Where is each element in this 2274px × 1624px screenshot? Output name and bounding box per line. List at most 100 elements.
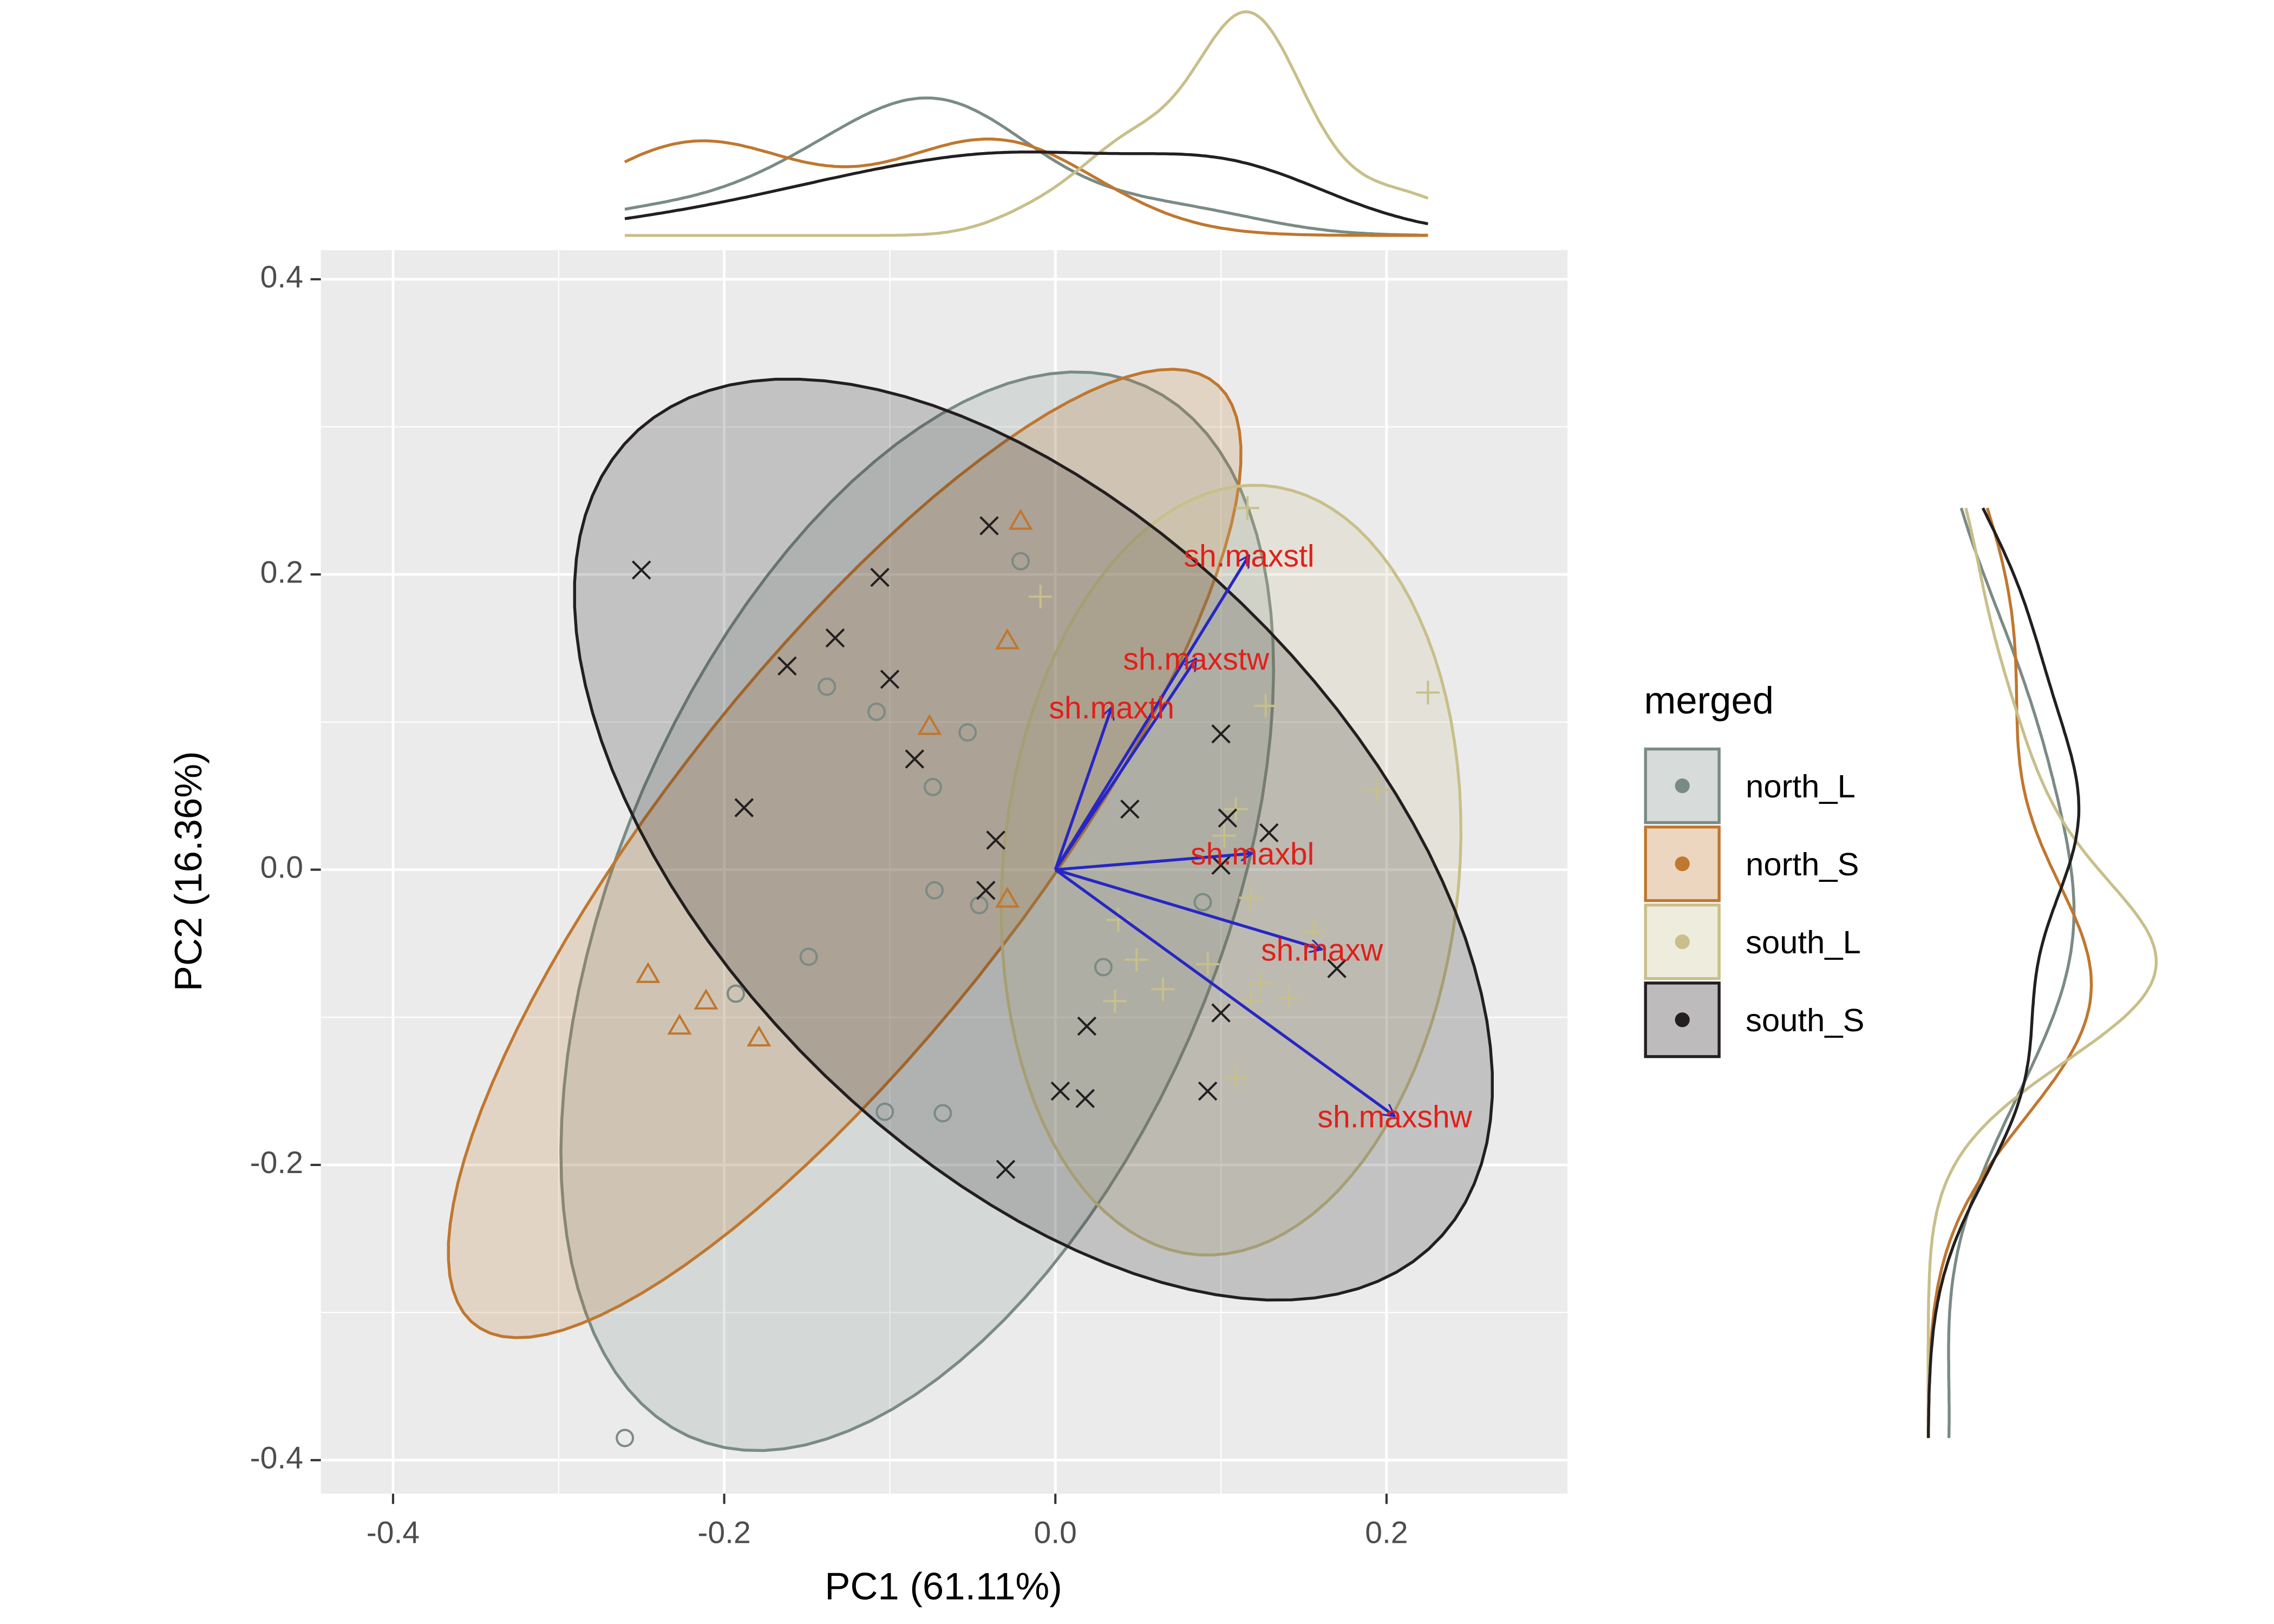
point xyxy=(1218,808,1238,828)
density-curve xyxy=(624,150,1429,226)
point xyxy=(825,628,845,648)
legend-label: south_L xyxy=(1746,924,1861,960)
density-curve xyxy=(624,10,1429,237)
y-tick-label: 0.4 xyxy=(260,260,303,294)
y-tick-label: 0.0 xyxy=(260,850,303,885)
point xyxy=(799,947,818,966)
loading-arrow xyxy=(1055,868,1322,949)
point xyxy=(1211,1003,1231,1023)
density-curve xyxy=(1926,507,2093,1438)
legend-dot xyxy=(1675,856,1690,872)
point xyxy=(1259,823,1279,843)
loading-label: sh.maxbl xyxy=(1191,837,1314,872)
loading-arrow xyxy=(1054,868,1395,1118)
point xyxy=(1151,977,1175,1001)
point xyxy=(1094,958,1113,977)
density-curve xyxy=(1926,507,2158,1438)
point xyxy=(1253,694,1278,718)
y-tick-label: -0.4 xyxy=(250,1440,303,1475)
point xyxy=(923,777,942,796)
point xyxy=(870,567,890,587)
loading-label: sh.maxstw xyxy=(1123,642,1269,677)
point xyxy=(818,677,837,696)
point xyxy=(1195,952,1220,976)
point xyxy=(1239,886,1263,910)
x-tick-label: 0.2 xyxy=(1365,1515,1408,1550)
point xyxy=(1211,724,1231,744)
confidence-ellipse xyxy=(999,483,1463,1257)
point xyxy=(979,516,999,535)
point xyxy=(1224,1066,1248,1090)
loading-arrow xyxy=(1054,555,1251,871)
point xyxy=(1249,971,1273,996)
legend-dot xyxy=(1675,934,1690,949)
point xyxy=(747,1025,772,1047)
x-tick-label: -0.4 xyxy=(367,1515,420,1550)
point xyxy=(1193,893,1212,912)
point xyxy=(1277,986,1301,1010)
point xyxy=(667,1013,692,1035)
point xyxy=(1239,989,1263,1013)
point xyxy=(905,749,925,769)
point xyxy=(616,1429,635,1448)
point xyxy=(1327,959,1347,979)
point xyxy=(996,1160,1016,1179)
density-curve xyxy=(624,96,1428,237)
x-tick-label: 0.0 xyxy=(1034,1515,1077,1550)
density-curve xyxy=(1947,507,2076,1438)
point xyxy=(1120,800,1140,819)
point xyxy=(925,881,944,900)
point xyxy=(1050,1081,1070,1101)
y-tick-label: 0.2 xyxy=(260,555,303,590)
loading-arrow xyxy=(1054,708,1112,870)
point xyxy=(1211,855,1231,875)
point xyxy=(976,881,996,900)
legend-dot xyxy=(1675,1012,1690,1027)
y-tick-label: -0.2 xyxy=(250,1145,303,1180)
point xyxy=(867,702,886,721)
density-curve xyxy=(624,137,1428,237)
density-curve xyxy=(1926,507,2081,1438)
point xyxy=(875,1102,894,1121)
point xyxy=(1103,989,1127,1013)
loading-arrow xyxy=(1055,854,1252,872)
legend-title: merged xyxy=(1644,679,1774,722)
point xyxy=(636,962,661,983)
legend-label: north_S xyxy=(1746,846,1859,882)
point xyxy=(734,798,754,817)
legend-label: south_S xyxy=(1746,1002,1864,1038)
confidence-ellipse xyxy=(559,370,1275,1452)
legend-label: north_L xyxy=(1746,768,1855,804)
point xyxy=(1364,778,1389,802)
y-axis-title: PC2 (16.36%) xyxy=(167,751,210,991)
point xyxy=(1075,1089,1095,1109)
point xyxy=(1011,552,1030,571)
confidence-ellipse xyxy=(573,377,1494,1302)
point xyxy=(1198,1081,1218,1101)
loading-label: sh.maxw xyxy=(1261,933,1383,967)
point xyxy=(958,723,977,742)
point xyxy=(1028,585,1053,608)
point xyxy=(777,656,797,676)
loading-arrow xyxy=(1054,659,1198,871)
point xyxy=(1416,680,1440,705)
point xyxy=(917,714,942,735)
point xyxy=(1125,948,1148,972)
point xyxy=(995,628,1020,650)
x-axis-title: PC1 (61.11%) xyxy=(825,1565,1062,1608)
point xyxy=(986,830,1005,850)
plot-panel xyxy=(321,250,1568,1494)
point xyxy=(1008,508,1033,530)
loading-label: sh.maxth xyxy=(1049,691,1174,725)
loading-label: sh.maxstl xyxy=(1184,539,1315,573)
point xyxy=(1077,1016,1097,1036)
point xyxy=(631,560,651,580)
point xyxy=(727,984,745,1003)
point xyxy=(933,1104,952,1123)
point xyxy=(995,887,1020,908)
point xyxy=(1212,824,1236,848)
x-tick-label: -0.2 xyxy=(697,1515,750,1550)
point xyxy=(880,670,900,689)
